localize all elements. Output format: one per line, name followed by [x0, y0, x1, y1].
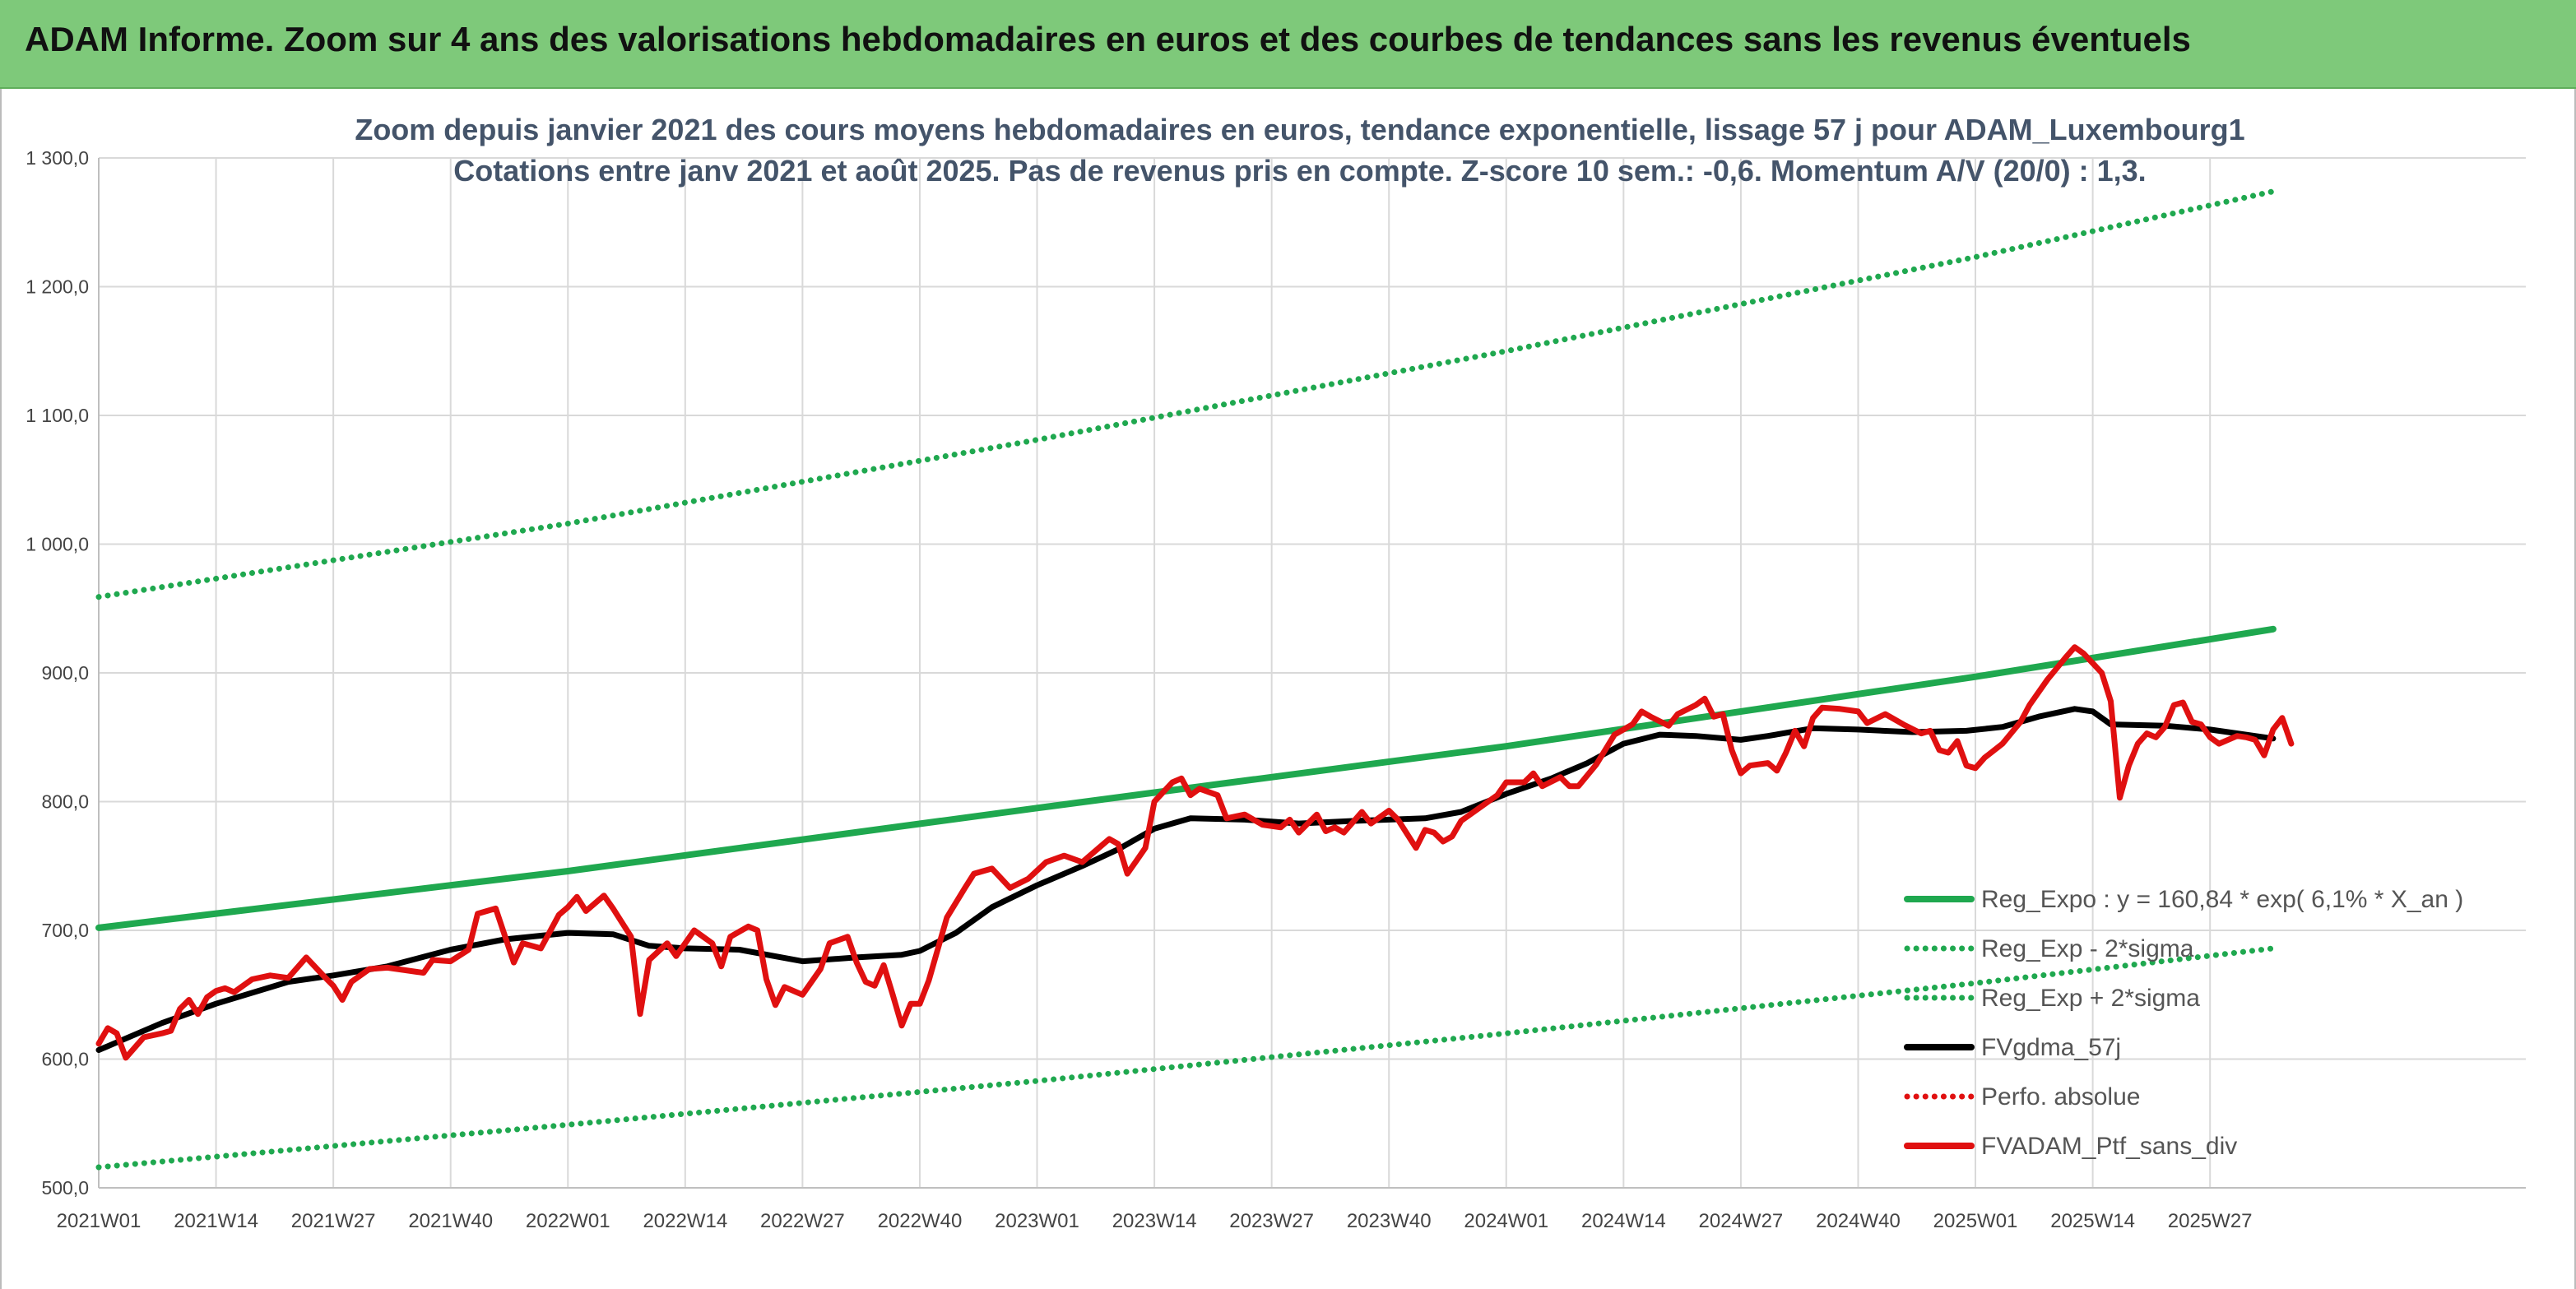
grid	[98, 157, 2526, 1189]
legend-label: FVADAM_Ptf_sans_div	[1981, 1133, 2237, 1160]
x-tick-label: 2022W14	[643, 1210, 727, 1232]
x-tick-label: 2023W01	[995, 1210, 1079, 1232]
y-tick-label: 900,0	[41, 662, 89, 684]
chart-frame: 500,0 600,0 700,0 800,0 900,0 1 000,0 1 100,0 1…	[0, 89, 2576, 1289]
y-tick-label: 600,0	[41, 1049, 89, 1070]
series-line-1	[95, 625, 2277, 931]
chart-title-line2: Cotations entre janv 2021 et août 2025. …	[453, 154, 2146, 188]
y-tick-label: 800,0	[41, 791, 89, 813]
x-tick-label: 2023W27	[1229, 1210, 1314, 1232]
legend: Reg_Expo : y = 160,84 * exp( 6,1% * X_an…	[1904, 886, 2463, 1160]
legend-label: Reg_Exp - 2*sigma	[1981, 935, 2194, 962]
x-tick-label: 2023W14	[1112, 1210, 1197, 1232]
title-banner: ADAM Informe. Zoom sur 4 ans des valoris…	[0, 0, 2576, 89]
x-tick-label: 2021W01	[57, 1210, 142, 1232]
banner-title: ADAM Informe. Zoom sur 4 ans des valoris…	[25, 20, 2191, 58]
y-tick-label: 700,0	[41, 920, 89, 941]
x-tick-label: 2022W40	[878, 1210, 963, 1232]
x-tick-label: 2025W01	[1933, 1210, 2018, 1232]
y-tick-label: 1 100,0	[26, 405, 89, 426]
legend-label: Perfo. absolue	[1981, 1083, 2140, 1110]
x-tick-label: 2022W27	[760, 1210, 845, 1232]
x-tick-label: 2024W40	[1816, 1210, 1901, 1232]
series-line-2	[95, 945, 2277, 1171]
y-tick-label: 1 000,0	[26, 534, 89, 555]
y-tick-label: 1 200,0	[26, 276, 89, 298]
x-tick-label: 2021W27	[291, 1210, 376, 1232]
x-tick-label: 2024W14	[1581, 1210, 1666, 1232]
x-tick-label: 2021W40	[408, 1210, 493, 1232]
line-chart: 500,0 600,0 700,0 800,0 900,0 1 000,0 1 100,0 1…	[26, 113, 2526, 1232]
x-tick-label: 2021W14	[174, 1210, 258, 1232]
x-tick-label: 2024W01	[1464, 1210, 1548, 1232]
chart-title-line1: Zoom depuis janvier 2021 des cours moyen…	[355, 113, 2244, 146]
x-tick-label: 2022W01	[526, 1210, 610, 1232]
y-tick-label: 1 300,0	[26, 147, 89, 169]
y-axis: 500,0 600,0 700,0 800,0 900,0 1 000,0 1 100,0 1…	[26, 147, 89, 1199]
x-tick-label: 2025W14	[2050, 1210, 2135, 1232]
legend-label: Reg_Exp + 2*sigma	[1981, 985, 2200, 1012]
y-tick-label: 500,0	[41, 1177, 89, 1199]
series-line-3	[95, 188, 2277, 600]
x-tick-label: 2023W40	[1347, 1210, 1432, 1232]
x-tick-label: 2024W27	[1699, 1210, 1784, 1232]
x-tick-label: 2025W27	[2168, 1210, 2253, 1232]
series-lines	[95, 188, 2295, 1171]
legend-label: FVgdma_57j	[1981, 1034, 2121, 1061]
series-line-4	[95, 706, 2277, 1053]
series-line-6	[95, 644, 2295, 1061]
legend-label: Reg_Expo : y = 160,84 * exp( 6,1% * X_an…	[1981, 886, 2463, 913]
x-axis: 2021W01 2021W14 2021W27 2021W40 2022W01 2022W…	[57, 1210, 2253, 1232]
